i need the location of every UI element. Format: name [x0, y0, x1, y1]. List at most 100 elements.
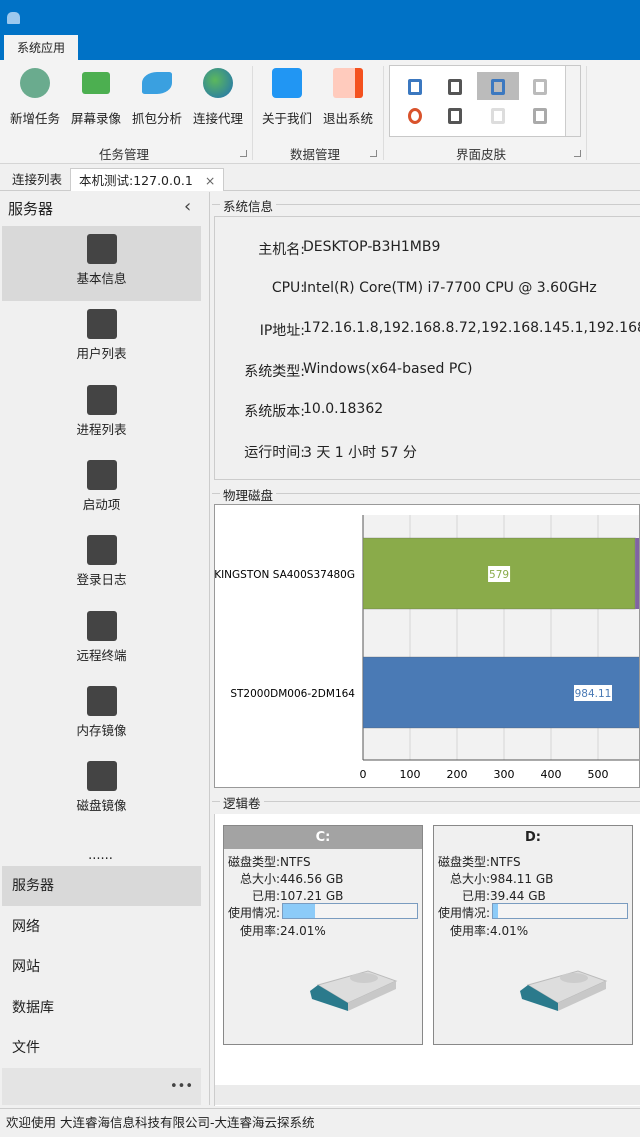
- document-tabs: 连接列表 本机测试:127.0.0.1 ×: [0, 164, 640, 191]
- exit-arrow-icon: [333, 68, 363, 98]
- skin-option[interactable]: [533, 108, 547, 124]
- info-value: DESKTOP-B3H1MB9: [303, 239, 441, 255]
- rate-line: 使用率:24.01%: [240, 922, 326, 939]
- skin-option[interactable]: [408, 79, 422, 95]
- disc-icon: [86, 761, 117, 792]
- skin-option[interactable]: [533, 79, 547, 95]
- skin-gallery[interactable]: [389, 65, 581, 137]
- about-button[interactable]: 关于我们: [256, 66, 318, 127]
- type-value: NTFS: [490, 855, 521, 869]
- video-camera-icon: [82, 72, 110, 94]
- skin-option[interactable]: [491, 108, 505, 124]
- sidebar-item[interactable]: 基本信息: [2, 226, 201, 301]
- shark-icon: [142, 72, 172, 94]
- disk-title: 物理磁盘: [220, 485, 277, 504]
- button-label: 抓包分析: [131, 111, 182, 126]
- nav-item[interactable]: 服务器: [2, 866, 201, 906]
- horizontal-scrollbar[interactable]: [215, 1085, 640, 1105]
- type-value: NTFS: [280, 855, 311, 869]
- data-label: 984.11: [575, 688, 612, 700]
- skin-option[interactable]: [448, 79, 462, 95]
- id-badge-icon: [86, 535, 117, 566]
- used-value: 39.44 GB: [490, 889, 546, 903]
- nav-item[interactable]: 网站: [12, 959, 40, 975]
- usage-label: 使用情况:: [228, 906, 281, 920]
- bar-segment: [635, 538, 639, 609]
- collapse-icon[interactable]: ‹: [184, 196, 192, 217]
- info-key: IP地址:: [259, 323, 305, 339]
- group-expand-icon[interactable]: [240, 150, 247, 157]
- sidebar-item[interactable]: 内存镜像: [2, 678, 201, 753]
- nav-item[interactable]: 文件: [12, 1040, 40, 1056]
- physical-disk-group: 物理磁盘 01002003004005006KINGSTON SA400S374…: [212, 485, 640, 789]
- volume-name: D:: [525, 830, 541, 845]
- used-line: 已用:107.21 GB: [252, 887, 343, 904]
- app-logo-icon: [7, 12, 20, 24]
- sidebar-item-label: 远程终端: [76, 647, 127, 663]
- x-tick-label: 400: [541, 768, 562, 781]
- hard-drive-icon: [310, 970, 398, 1011]
- sidebar-item[interactable]: 进程列表: [2, 377, 201, 452]
- exit-button[interactable]: 退出系统: [317, 66, 379, 127]
- sidebar-item-label: 用户列表: [76, 346, 127, 362]
- info-key: 系统类型:: [244, 363, 305, 380]
- x-tick-label: 100: [400, 768, 421, 781]
- type-label: 磁盘类型:: [228, 855, 281, 869]
- sidebar-item[interactable]: 用户列表: [2, 301, 201, 376]
- plus-circle-icon: [20, 68, 50, 98]
- nav-item[interactable]: 网络: [12, 918, 40, 935]
- used-label: 已用:: [462, 889, 491, 903]
- overflow-button[interactable]: •••: [2, 1068, 201, 1105]
- user-icon: [86, 309, 117, 340]
- volume-name: C:: [224, 826, 422, 849]
- type-label: 磁盘类型:: [438, 855, 491, 869]
- gallery-scrollbar[interactable]: [565, 66, 580, 136]
- skin-option[interactable]: [408, 108, 422, 124]
- sidebar-item-label: 登录日志: [76, 572, 127, 588]
- title-bar: 系统应用: [0, 0, 640, 60]
- skin-option[interactable]: [491, 79, 505, 95]
- close-tab-icon[interactable]: ×: [204, 173, 216, 188]
- sidebar-item[interactable]: 启动项: [2, 452, 201, 527]
- group-expand-icon[interactable]: [370, 150, 377, 157]
- ribbon-tab-system[interactable]: 系统应用: [4, 35, 78, 60]
- tab-connection-list[interactable]: 连接列表: [12, 172, 63, 187]
- nav-item[interactable]: 数据库: [12, 999, 54, 1016]
- rate-value: 24.01%: [280, 924, 326, 938]
- total-line: 总大小:446.56 GB: [240, 870, 343, 887]
- volume-card[interactable]: C: 磁盘类型:NTFS 总大小:446.56 GB 已用:107.21 GB …: [223, 825, 423, 1045]
- tab-label: 本机测试:127.0.0.1: [79, 173, 193, 188]
- sidebar-item-label: 进程列表: [76, 421, 127, 437]
- data-label-bg: [574, 685, 612, 701]
- x-tick-label: 0: [360, 768, 367, 781]
- sidebar-item[interactable]: 远程终端: [2, 603, 201, 678]
- total-line: 总大小:984.11 GB: [450, 870, 553, 887]
- used-value: 107.21 GB: [280, 889, 344, 903]
- sidebar-item-label: 基本信息: [76, 271, 127, 286]
- volume-card[interactable]: D: 磁盘类型:NTFS 总大小:984.11 GB 已用:39.44 GB 使…: [433, 825, 633, 1045]
- new-task-button[interactable]: 新增任务: [4, 66, 66, 127]
- x-tick-label: 200: [447, 768, 468, 781]
- group-label-task: 任务管理: [99, 147, 150, 162]
- x-tick-label: 500: [588, 768, 609, 781]
- button-label: 关于我们: [261, 111, 312, 126]
- sidebar-item[interactable]: 登录日志: [2, 527, 201, 602]
- ribbon: 新增任务 屏幕录像 抓包分析 连接代理 关于我们 退出系统 任务管理 数据管理 …: [0, 60, 640, 164]
- group-expand-icon[interactable]: [574, 150, 581, 157]
- screen-record-button[interactable]: 屏幕录像: [65, 66, 127, 127]
- info-value: 172.16.1.8,192.168.8.72,192.168.145.1,19…: [303, 320, 640, 336]
- usage-progress-bar: [492, 903, 628, 919]
- checklist-icon: [86, 459, 117, 490]
- proxy-button[interactable]: 连接代理: [187, 66, 249, 127]
- skin-option[interactable]: [448, 108, 462, 124]
- packet-analysis-button[interactable]: 抓包分析: [126, 66, 188, 127]
- more-items[interactable]: ......: [88, 848, 113, 863]
- tab-local-test[interactable]: 本机测试:127.0.0.1 ×: [70, 168, 225, 191]
- sidebar-item-label: 内存镜像: [76, 722, 127, 738]
- type-line: 磁盘类型:NTFS: [438, 853, 521, 870]
- status-bar: 欢迎使用 大连睿海信息科技有限公司-大连睿海云探系统: [0, 1108, 640, 1136]
- used-label: 已用:: [252, 889, 281, 903]
- sidebar-item[interactable]: 磁盘镜像: [2, 753, 201, 828]
- sidebar-header: 服务器: [8, 200, 54, 218]
- hard-drive-icon: [520, 970, 608, 1011]
